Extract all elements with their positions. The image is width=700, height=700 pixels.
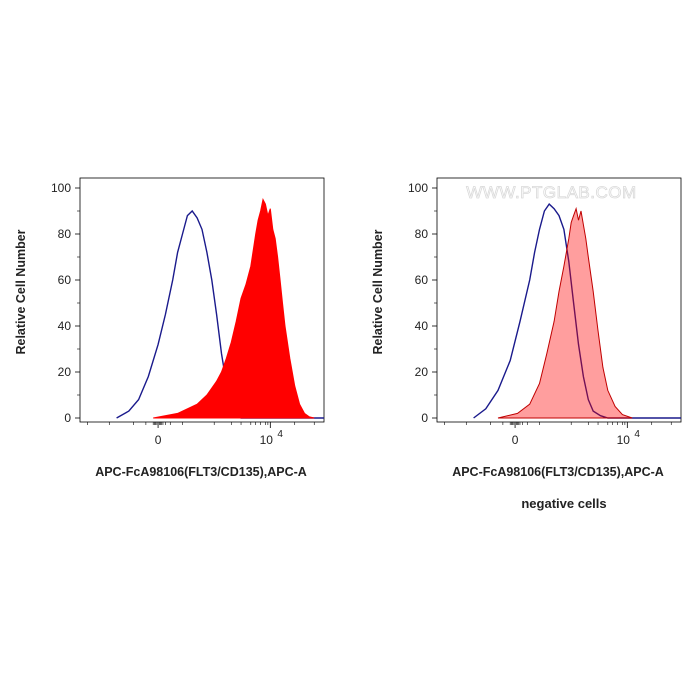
- x-tick-label: 0: [512, 433, 519, 447]
- plot-frame: [436, 177, 682, 423]
- y-tick-label: 40: [58, 319, 72, 333]
- y-tick-label: 60: [415, 273, 429, 287]
- x-tick-exponent: 4: [277, 429, 283, 440]
- histogram-panel-left: 0 20 40 60 80 100 0 10 4 APC-FcA98106(FLT3/CD135)…: [14, 177, 325, 479]
- y-axis-title: Relative Cell Number: [14, 229, 28, 354]
- control-histogram-line: [473, 203, 681, 419]
- y-tick-label: 80: [415, 227, 429, 241]
- stained-histogram-area: [153, 198, 315, 419]
- y-tick-label: 40: [415, 319, 429, 333]
- y-axis-title: Relative Cell Number: [371, 229, 385, 354]
- y-tick-label: 60: [58, 273, 72, 287]
- x-tick-label: 10: [617, 433, 631, 447]
- histogram-panel-right: WWW.PTGLAB.COM 0 20 40 60 80 100 0 10 4 APC-FcA981…: [371, 177, 682, 479]
- y-tick-label: 100: [51, 181, 71, 195]
- y-tick-label: 80: [58, 227, 72, 241]
- negative-histogram-area: [497, 206, 633, 419]
- x-axis-title: APC-FcA98106(FLT3/CD135),APC-A: [452, 465, 664, 479]
- x-axis-title: APC-FcA98106(FLT3/CD135),APC-A: [95, 465, 307, 479]
- watermark-text: WWW.PTGLAB.COM: [466, 183, 636, 202]
- panel-subtitle: negative cells: [521, 496, 607, 511]
- y-tick-label: 0: [64, 411, 71, 425]
- x-tick-exponent: 4: [634, 429, 640, 440]
- y-tick-label: 100: [408, 181, 428, 195]
- y-tick-label: 20: [415, 365, 429, 379]
- y-tick-label: 20: [58, 365, 72, 379]
- y-tick-label: 0: [421, 411, 428, 425]
- x-tick-label: 0: [155, 433, 162, 447]
- x-tick-label: 10: [260, 433, 274, 447]
